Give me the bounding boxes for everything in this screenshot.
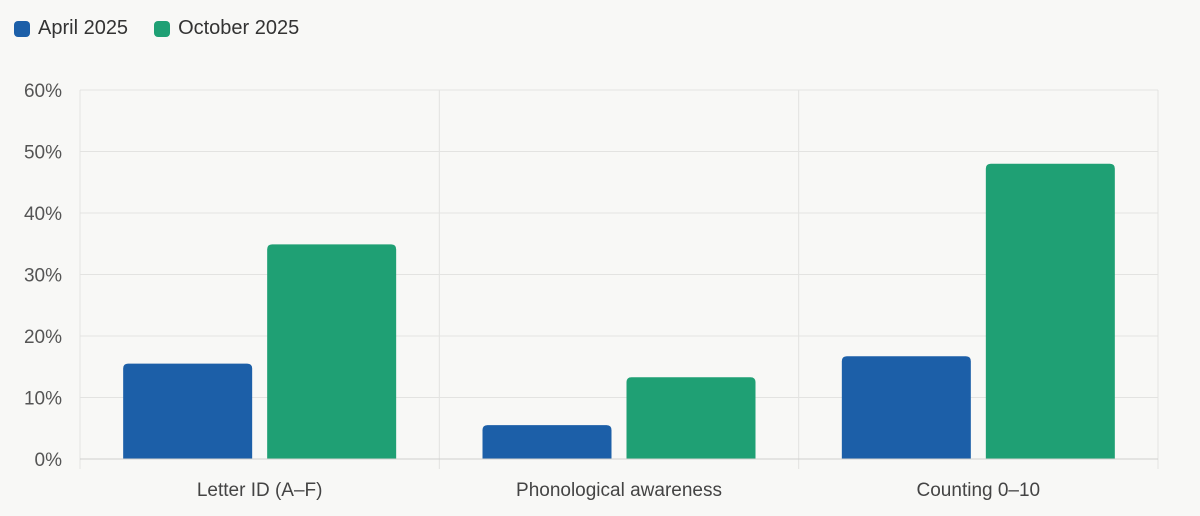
axis-layer: 0% 10% 20% 30% 40% 50% 60% Letter ID (A–F) Phono… [24, 81, 1158, 501]
legend-swatch-october-2025 [154, 20, 171, 37]
bar-october-2 [985, 163, 1115, 460]
grid-layer [79, 89, 1159, 469]
bar-october-0 [267, 244, 397, 459]
y-tick-label: 10% [24, 389, 62, 410]
legend-item-april-2025[interactable]: April 2025 [14, 17, 128, 40]
legend-item-october-2025[interactable]: October 2025 [154, 17, 299, 40]
x-category-label: Counting 0–10 [917, 480, 1041, 501]
bars-layer [123, 163, 1115, 460]
legend: April 2025 October 2025 [14, 17, 299, 40]
y-tick-label: 40% [24, 204, 62, 225]
bar-april-2 [841, 356, 971, 459]
bar-april-0 [123, 363, 253, 459]
legend-label-april-2025: April 2025 [38, 17, 129, 39]
x-category-label: Letter ID (A–F) [197, 480, 323, 501]
bar-april-1 [482, 425, 612, 459]
bar-october-1 [626, 377, 756, 459]
y-tick-label: 20% [24, 327, 62, 348]
legend-swatch-april-2025 [14, 20, 30, 37]
y-tick-label: 30% [24, 266, 62, 287]
y-tick-label: 0% [35, 450, 63, 471]
x-category-label: Phonological awareness [516, 480, 722, 501]
y-tick-label: 50% [24, 143, 62, 164]
legend-label-october-2025: October 2025 [178, 17, 300, 39]
y-tick-label: 60% [24, 81, 62, 102]
